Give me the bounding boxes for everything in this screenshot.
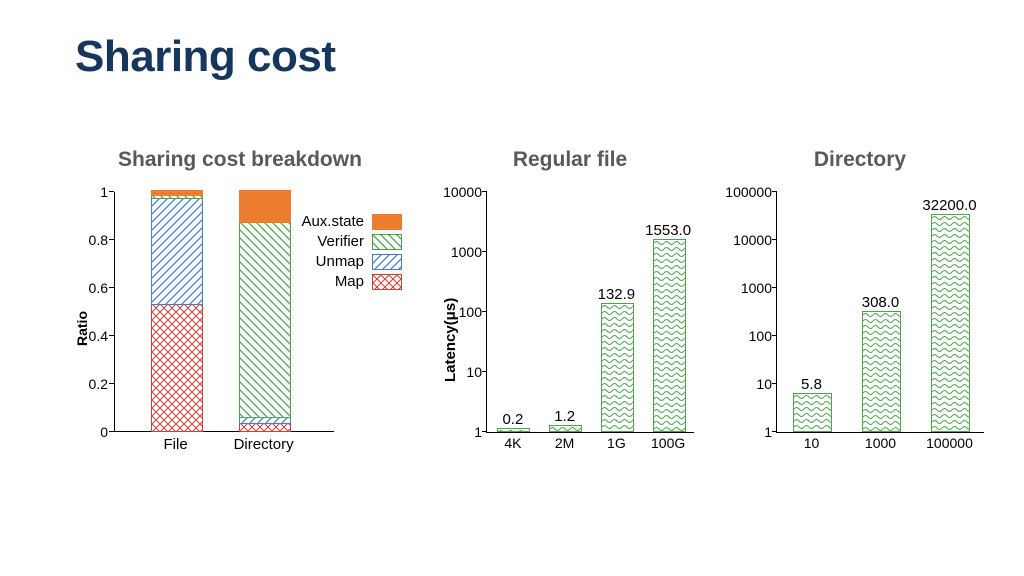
x-cat-label: 1G [607,432,626,451]
seg-verifier [239,221,291,417]
chart-title-breakdown: Sharing cost breakdown [70,148,410,172]
x-axis [114,431,334,432]
legend-swatch [372,234,402,250]
y-tick-label: 0.8 [89,232,114,248]
bar [931,214,971,432]
legend-label: Unmap [294,253,364,270]
x-cat-label: 10 [804,432,820,451]
y-tick-label: 0.6 [89,280,114,296]
y-tick-label: 0.4 [89,328,114,344]
y-tick-label: 1000 [741,280,777,296]
log-plot: 1101001000100000.24K1.22M132.91G1553.010… [486,192,694,433]
log-chart-directory: 1 10 100 1000 10000 100000 5.8 10 308.0 1000 32200… [730,182,990,462]
value-label: 1553.0 [645,222,691,239]
bar [653,239,686,432]
legend-label: Verifier [294,233,364,250]
seg-map [151,303,203,432]
seg-aux.state [151,190,203,196]
y-axis-label-ratio: Ratio [74,311,90,346]
slide: Sharing cost Sharing cost breakdown 0 0.2… [0,0,1024,576]
legend-label: Aux.state [294,213,364,230]
x-cat-label: 100000 [926,432,973,451]
legend-row: Map [294,273,402,290]
seg-unmap [151,197,203,305]
value-label: 32200.0 [922,197,976,214]
y-axis [114,192,115,432]
y-tick-label: 0.2 [89,376,114,392]
log-plot: 1101001000100001000005.810308.0100032200… [776,192,984,433]
y-tick-label: 1 [474,424,487,440]
panel-breakdown: Sharing cost breakdown 0 0.2 0.4 0.6 0.8 1 Fil… [70,148,410,452]
legend-swatch [372,214,402,230]
y-axis-label-latency: Latency(μs) [442,298,459,382]
chart-title-directory: Directory [730,148,990,172]
x-cat-label: Directory [234,432,294,453]
bar [601,303,634,432]
legend-label: Map [294,273,364,290]
bar [862,311,902,432]
y-tick-label: 1 [100,184,114,200]
y-tick-label: 100000 [725,184,777,200]
y-tick-label: 0 [100,424,114,440]
stacked-chart: 00.20.40.60.81FileDirectory Ratio Aux.st… [70,192,350,452]
chart-title-regular-file: Regular file [440,148,700,172]
y-tick-label: 100 [749,328,777,344]
bar [549,425,582,432]
y-tick-label: 10000 [443,184,487,200]
legend-row: Verifier [294,233,402,250]
y-tick-label: 10 [756,376,777,392]
y-tick-label: 1000 [451,244,487,260]
legend-swatch [372,254,402,270]
seg-aux.state [239,190,291,223]
legend: Aux.state Verifier Unmap Map [294,210,402,293]
y-tick-label: 100 [459,304,487,320]
x-cat-label: File [164,432,188,453]
legend-row: Unmap [294,253,402,270]
panel-directory: Directory 1 10 100 1000 10000 100000 5.8 10 308.… [730,148,990,462]
legend-swatch [372,274,402,290]
value-label: 132.9 [598,286,636,303]
value-label: 308.0 [862,294,900,311]
x-cat-label: 1000 [865,432,896,451]
y-tick-label: 1 [764,424,777,440]
page-title: Sharing cost [75,32,336,82]
legend-row: Aux.state [294,213,402,230]
x-cat-label: 2M [555,432,574,451]
x-cat-label: 4K [504,432,521,451]
panel-regular-file: Regular file Latency(μs) 110100100010000… [440,148,700,462]
value-label: 5.8 [801,376,822,393]
y-tick-label: 10000 [733,232,777,248]
log-chart-regular-file: Latency(μs) 1101001000100000.24K1.22M132… [440,182,700,462]
x-cat-label: 100G [651,432,685,451]
value-label: 1.2 [554,408,575,425]
y-tick-label: 10 [466,364,487,380]
bar [793,393,833,432]
value-label: 0.2 [502,411,523,428]
